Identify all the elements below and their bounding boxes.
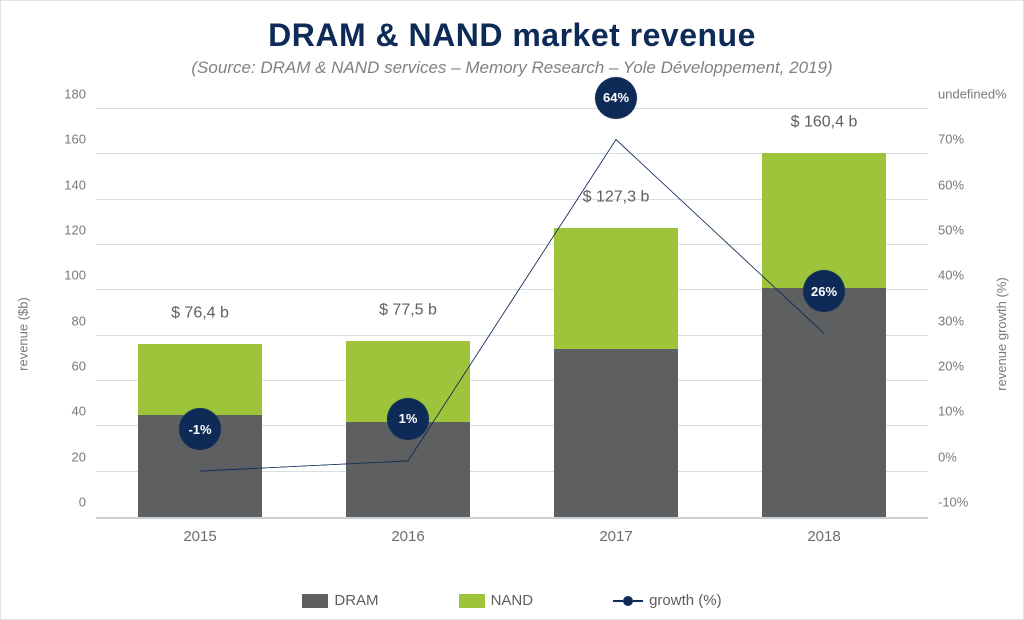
legend-label-dram: DRAM <box>334 592 378 609</box>
xtick: 2016 <box>391 528 424 545</box>
xtick: 2015 <box>183 528 216 545</box>
ytick-right: 70% <box>938 132 964 147</box>
legend: DRAM NAND growth (%) <box>1 592 1023 609</box>
y-axis-right-label: revenue growth (%) <box>994 277 1009 390</box>
ytick-left: 140 <box>64 177 86 192</box>
y-axis-left-label: revenue ($b) <box>16 297 31 371</box>
bar-total-label: $ 76,4 b <box>171 304 229 322</box>
plot-region: 0-10%200%4010%6020%8030%10040%12050%1406… <box>96 109 928 519</box>
ytick-left: 180 <box>64 87 86 102</box>
ytick-left: 120 <box>64 223 86 238</box>
growth-point: 26% <box>803 270 845 312</box>
legend-label-growth: growth (%) <box>649 592 722 609</box>
bar-total-label: $ 160,4 b <box>791 114 858 132</box>
ytick-left: 80 <box>72 313 86 328</box>
growth-polyline <box>200 140 824 472</box>
xtick: 2018 <box>807 528 840 545</box>
growth-polyline <box>200 140 824 472</box>
xtick: 2017 <box>599 528 632 545</box>
bar-total-label: $ 127,3 b <box>583 189 650 207</box>
legend-label-nand: NAND <box>491 592 534 609</box>
bar-total-label: $ 77,5 b <box>379 302 437 320</box>
ytick-left: 100 <box>64 268 86 283</box>
ytick-right: -10% <box>938 495 968 510</box>
growth-point: -1% <box>179 408 221 450</box>
ytick-right: 20% <box>938 359 964 374</box>
ytick-right: 50% <box>938 223 964 238</box>
ytick-left: 60 <box>72 359 86 374</box>
legend-item-growth: growth (%) <box>613 592 722 609</box>
ytick-left: 40 <box>72 404 86 419</box>
ytick-left: 0 <box>79 495 86 510</box>
legend-item-nand: NAND <box>459 592 534 609</box>
ytick-right: undefined% <box>938 87 1007 102</box>
chart-subtitle: (Source: DRAM & NAND services – Memory R… <box>1 58 1023 78</box>
chart-title: DRAM & NAND market revenue <box>1 17 1023 54</box>
swatch-nand <box>459 594 485 608</box>
legend-item-dram: DRAM <box>302 592 378 609</box>
ytick-right: 60% <box>938 177 964 192</box>
ytick-right: 0% <box>938 449 957 464</box>
growth-point: 64% <box>595 77 637 119</box>
ytick-left: 20 <box>72 449 86 464</box>
growth-icon <box>613 596 643 606</box>
ytick-right: 10% <box>938 404 964 419</box>
ytick-right: 40% <box>938 268 964 283</box>
ytick-right: 30% <box>938 313 964 328</box>
chart-page: DRAM & NAND market revenue (Source: DRAM… <box>0 0 1024 620</box>
swatch-dram <box>302 594 328 608</box>
ytick-left: 160 <box>64 132 86 147</box>
growth-point: 1% <box>387 398 429 440</box>
chart-area: revenue ($b) revenue growth (%) 0-10%200… <box>31 101 993 567</box>
